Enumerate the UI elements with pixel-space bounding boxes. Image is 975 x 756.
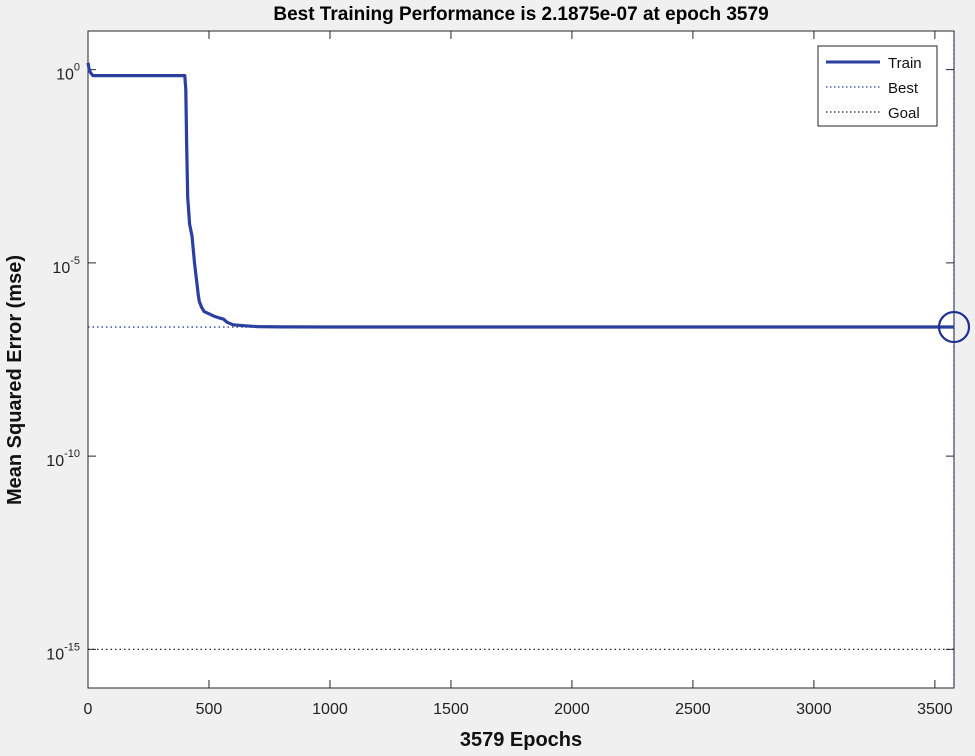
x-axis-ticks: 0 500 1000 1500 2000 2500 3000 3500 xyxy=(84,31,953,718)
legend: Train Best Goal xyxy=(817,45,938,127)
train-line xyxy=(86,62,954,329)
y-tick-label: 10-15 xyxy=(46,641,80,663)
x-tick-label: 3500 xyxy=(917,701,953,718)
x-tick-label: 2000 xyxy=(554,701,590,718)
x-tick-label: 0 xyxy=(84,701,93,718)
x-tick-label: 1500 xyxy=(433,701,469,718)
x-axis-label: 3579 Epochs xyxy=(460,729,582,751)
best-point-marker xyxy=(937,310,971,344)
legend-train-label: Train xyxy=(888,55,922,72)
chart-title: Best Training Performance is 2.1875e-07 … xyxy=(273,4,768,25)
x-tick-label: 2500 xyxy=(675,701,711,718)
y-tick-label: 10-5 xyxy=(52,255,80,277)
y-tick-label: 10-10 xyxy=(46,448,80,470)
x-tick-label: 1000 xyxy=(312,701,348,718)
plot-area xyxy=(87,30,955,689)
y-axis-label: Mean Squared Error (mse) xyxy=(4,255,26,505)
x-tick-label: 3000 xyxy=(796,701,832,718)
y-axis-ticks: 100 10-5 10-10 10-15 xyxy=(46,62,954,663)
legend-best-label: Best xyxy=(888,80,919,97)
y-tick-label: 100 xyxy=(56,62,80,84)
series-layer xyxy=(86,31,971,688)
legend-box xyxy=(817,45,938,127)
legend-goal-label: Goal xyxy=(888,105,920,122)
x-tick-label: 500 xyxy=(196,701,223,718)
